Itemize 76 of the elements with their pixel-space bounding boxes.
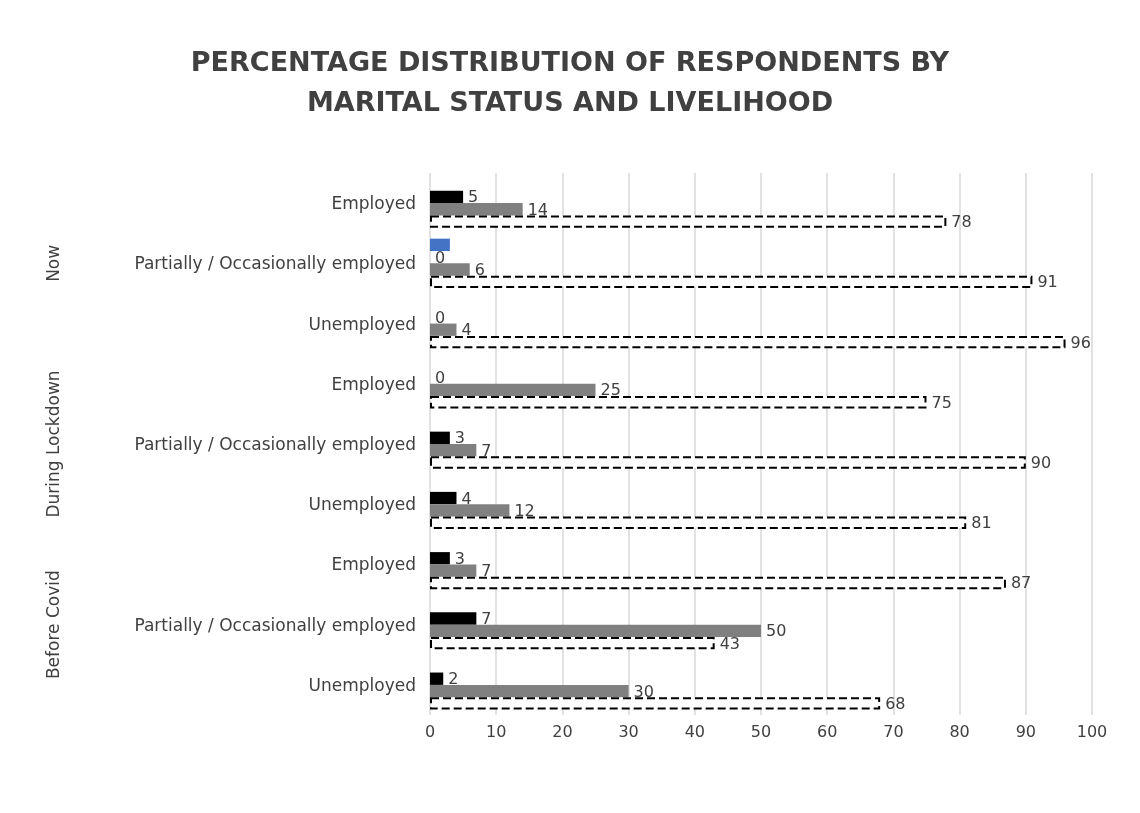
y-tick-label: Employed (331, 193, 416, 214)
bar (430, 684, 629, 698)
text: During Lockdown (43, 370, 63, 518)
y-tick-label: Unemployed (308, 313, 416, 334)
data-label: 78 (951, 212, 972, 232)
bar (430, 552, 450, 565)
data-label: 3 (454, 548, 466, 568)
bar (430, 190, 464, 204)
data-label: 81 (971, 513, 992, 533)
data-label: 75 (931, 392, 952, 412)
data-label: 4 (461, 488, 472, 508)
data-label: 7 (481, 440, 492, 460)
chart-title: PERCENTAGE DISTRIBUTION OF RESPONDENTS BY MARITAL STATUS AND LIVELIHOOD (190, 45, 950, 117)
data-label: 4 (461, 320, 472, 340)
y-tick-label: Partially / Occasionally employed (134, 434, 416, 454)
data-label: 25 (600, 380, 621, 400)
text: Now (43, 244, 63, 282)
x-tick-label: 40 (684, 721, 705, 741)
bar (430, 504, 510, 517)
data-label: 91 (1037, 272, 1058, 292)
data-label: 96 (1070, 332, 1091, 352)
bar (430, 323, 457, 336)
data-label: 0 (435, 247, 446, 267)
x-tick-label: 70 (883, 721, 904, 741)
data-label: 5 (468, 187, 479, 207)
y-tick-label: Partially / Occasionally employed (134, 614, 416, 635)
data-label: 50 (766, 621, 787, 641)
data-label: 14 (527, 199, 549, 219)
x-tick-label: 20 (552, 721, 573, 741)
bar (430, 624, 761, 638)
bar (430, 335, 1066, 349)
x-tick-label: 50 (750, 721, 772, 741)
y-tick-label: Unemployed (308, 494, 416, 515)
data-label: 43 (719, 633, 741, 653)
text: Before Covid (43, 570, 63, 680)
bar (430, 672, 444, 685)
data-label: 3 (454, 428, 466, 448)
x-tick-label: 80 (949, 721, 970, 741)
y-tick-label: Unemployed (308, 674, 416, 695)
data-label: 2 (448, 669, 459, 689)
data-label: 12 (514, 500, 535, 520)
y-tick-label: Partially / Occasionally employed (134, 253, 416, 274)
data-label: 0 (435, 307, 446, 327)
bar (430, 238, 450, 251)
data-label: 30 (633, 681, 654, 701)
bar (430, 697, 881, 710)
data-label: 87 (1010, 573, 1032, 593)
bar (430, 456, 1026, 469)
x-tick-label: 100 (1076, 721, 1108, 741)
x-tick-label: 60 (817, 721, 838, 741)
bar (430, 637, 715, 650)
bar (430, 215, 947, 228)
data-label: 7 (481, 561, 492, 581)
x-tick-label: 90 (1015, 721, 1036, 741)
bar (430, 431, 450, 444)
bar (430, 491, 457, 505)
bar (430, 263, 470, 276)
y-tick-label: Employed (331, 373, 416, 394)
bar (430, 564, 477, 577)
x-tick-label: 0 (424, 721, 436, 741)
data-label: 90 (1030, 453, 1052, 473)
y-tick-label: Employed (331, 554, 416, 575)
bar (430, 444, 477, 457)
data-label: 7 (481, 608, 492, 628)
bar (430, 396, 927, 409)
x-tick-label: 10 (486, 721, 507, 741)
x-tick-label: 30 (618, 721, 639, 741)
data-label: 6 (474, 260, 485, 280)
bar (430, 383, 596, 397)
data-label: 0 (435, 368, 446, 388)
bar (430, 275, 1033, 289)
bar (430, 203, 523, 216)
data-label: 68 (885, 693, 906, 713)
bar (430, 612, 477, 625)
bar (430, 516, 967, 529)
bar (430, 576, 1006, 590)
